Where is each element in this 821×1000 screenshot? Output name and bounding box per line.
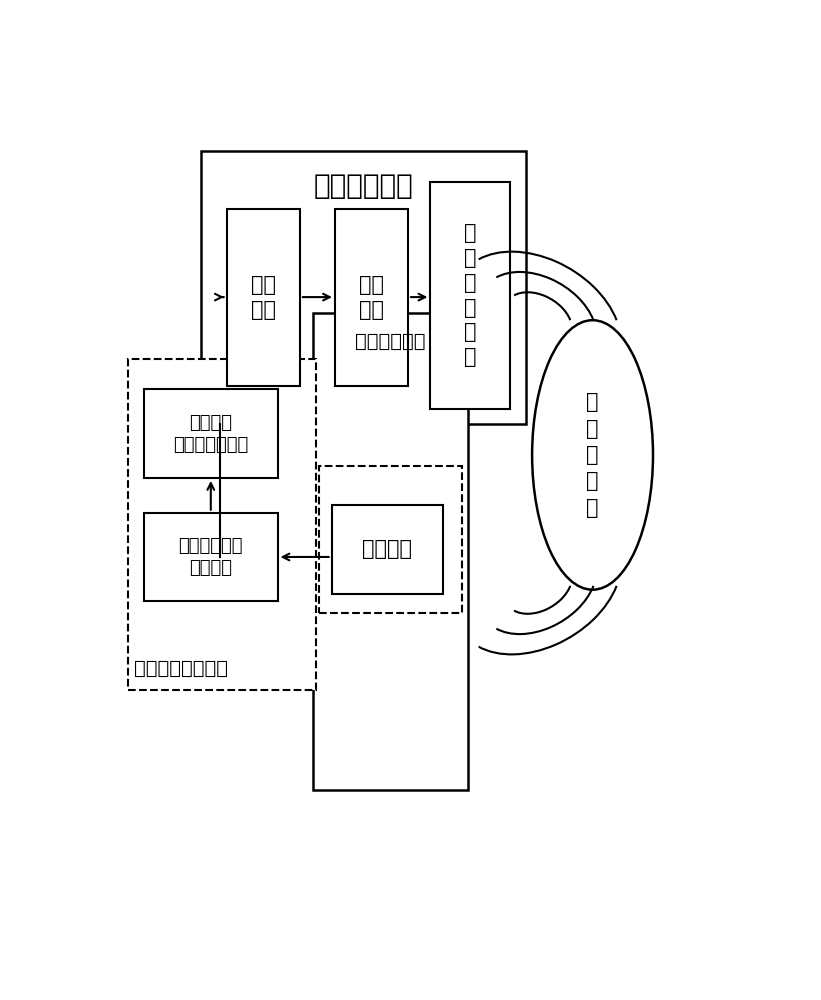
Text: 计算处理模块: 计算处理模块 [314,172,413,200]
Text: 仿生物体体模: 仿生物体体模 [355,332,426,351]
Bar [335,209,408,386]
Text: 采集
单元: 采集 单元 [250,275,276,320]
Bar [332,505,443,594]
Bar [319,466,462,613]
Bar [201,151,525,424]
Text: 结
果
输
出
单
元: 结 果 输 出 单 元 [464,223,476,367]
Bar [313,312,469,790]
Text: 磁
共
振
系
统: 磁 共 振 系 统 [586,392,599,518]
Text: 射频电场信号
传输单元: 射频电场信号 传输单元 [178,537,243,577]
Text: 射频电场
等效值测量单元: 射频电场 等效值测量单元 [173,414,249,454]
Bar [430,182,510,409]
Bar [227,209,300,386]
Text: 计算
单元: 计算 单元 [359,275,384,320]
Text: 射频电场测量模块: 射频电场测量模块 [135,659,228,678]
Ellipse shape [532,320,653,590]
Bar [144,513,277,601]
Text: 探测单元: 探测单元 [362,539,412,559]
Bar [128,359,316,690]
Bar [144,389,277,478]
